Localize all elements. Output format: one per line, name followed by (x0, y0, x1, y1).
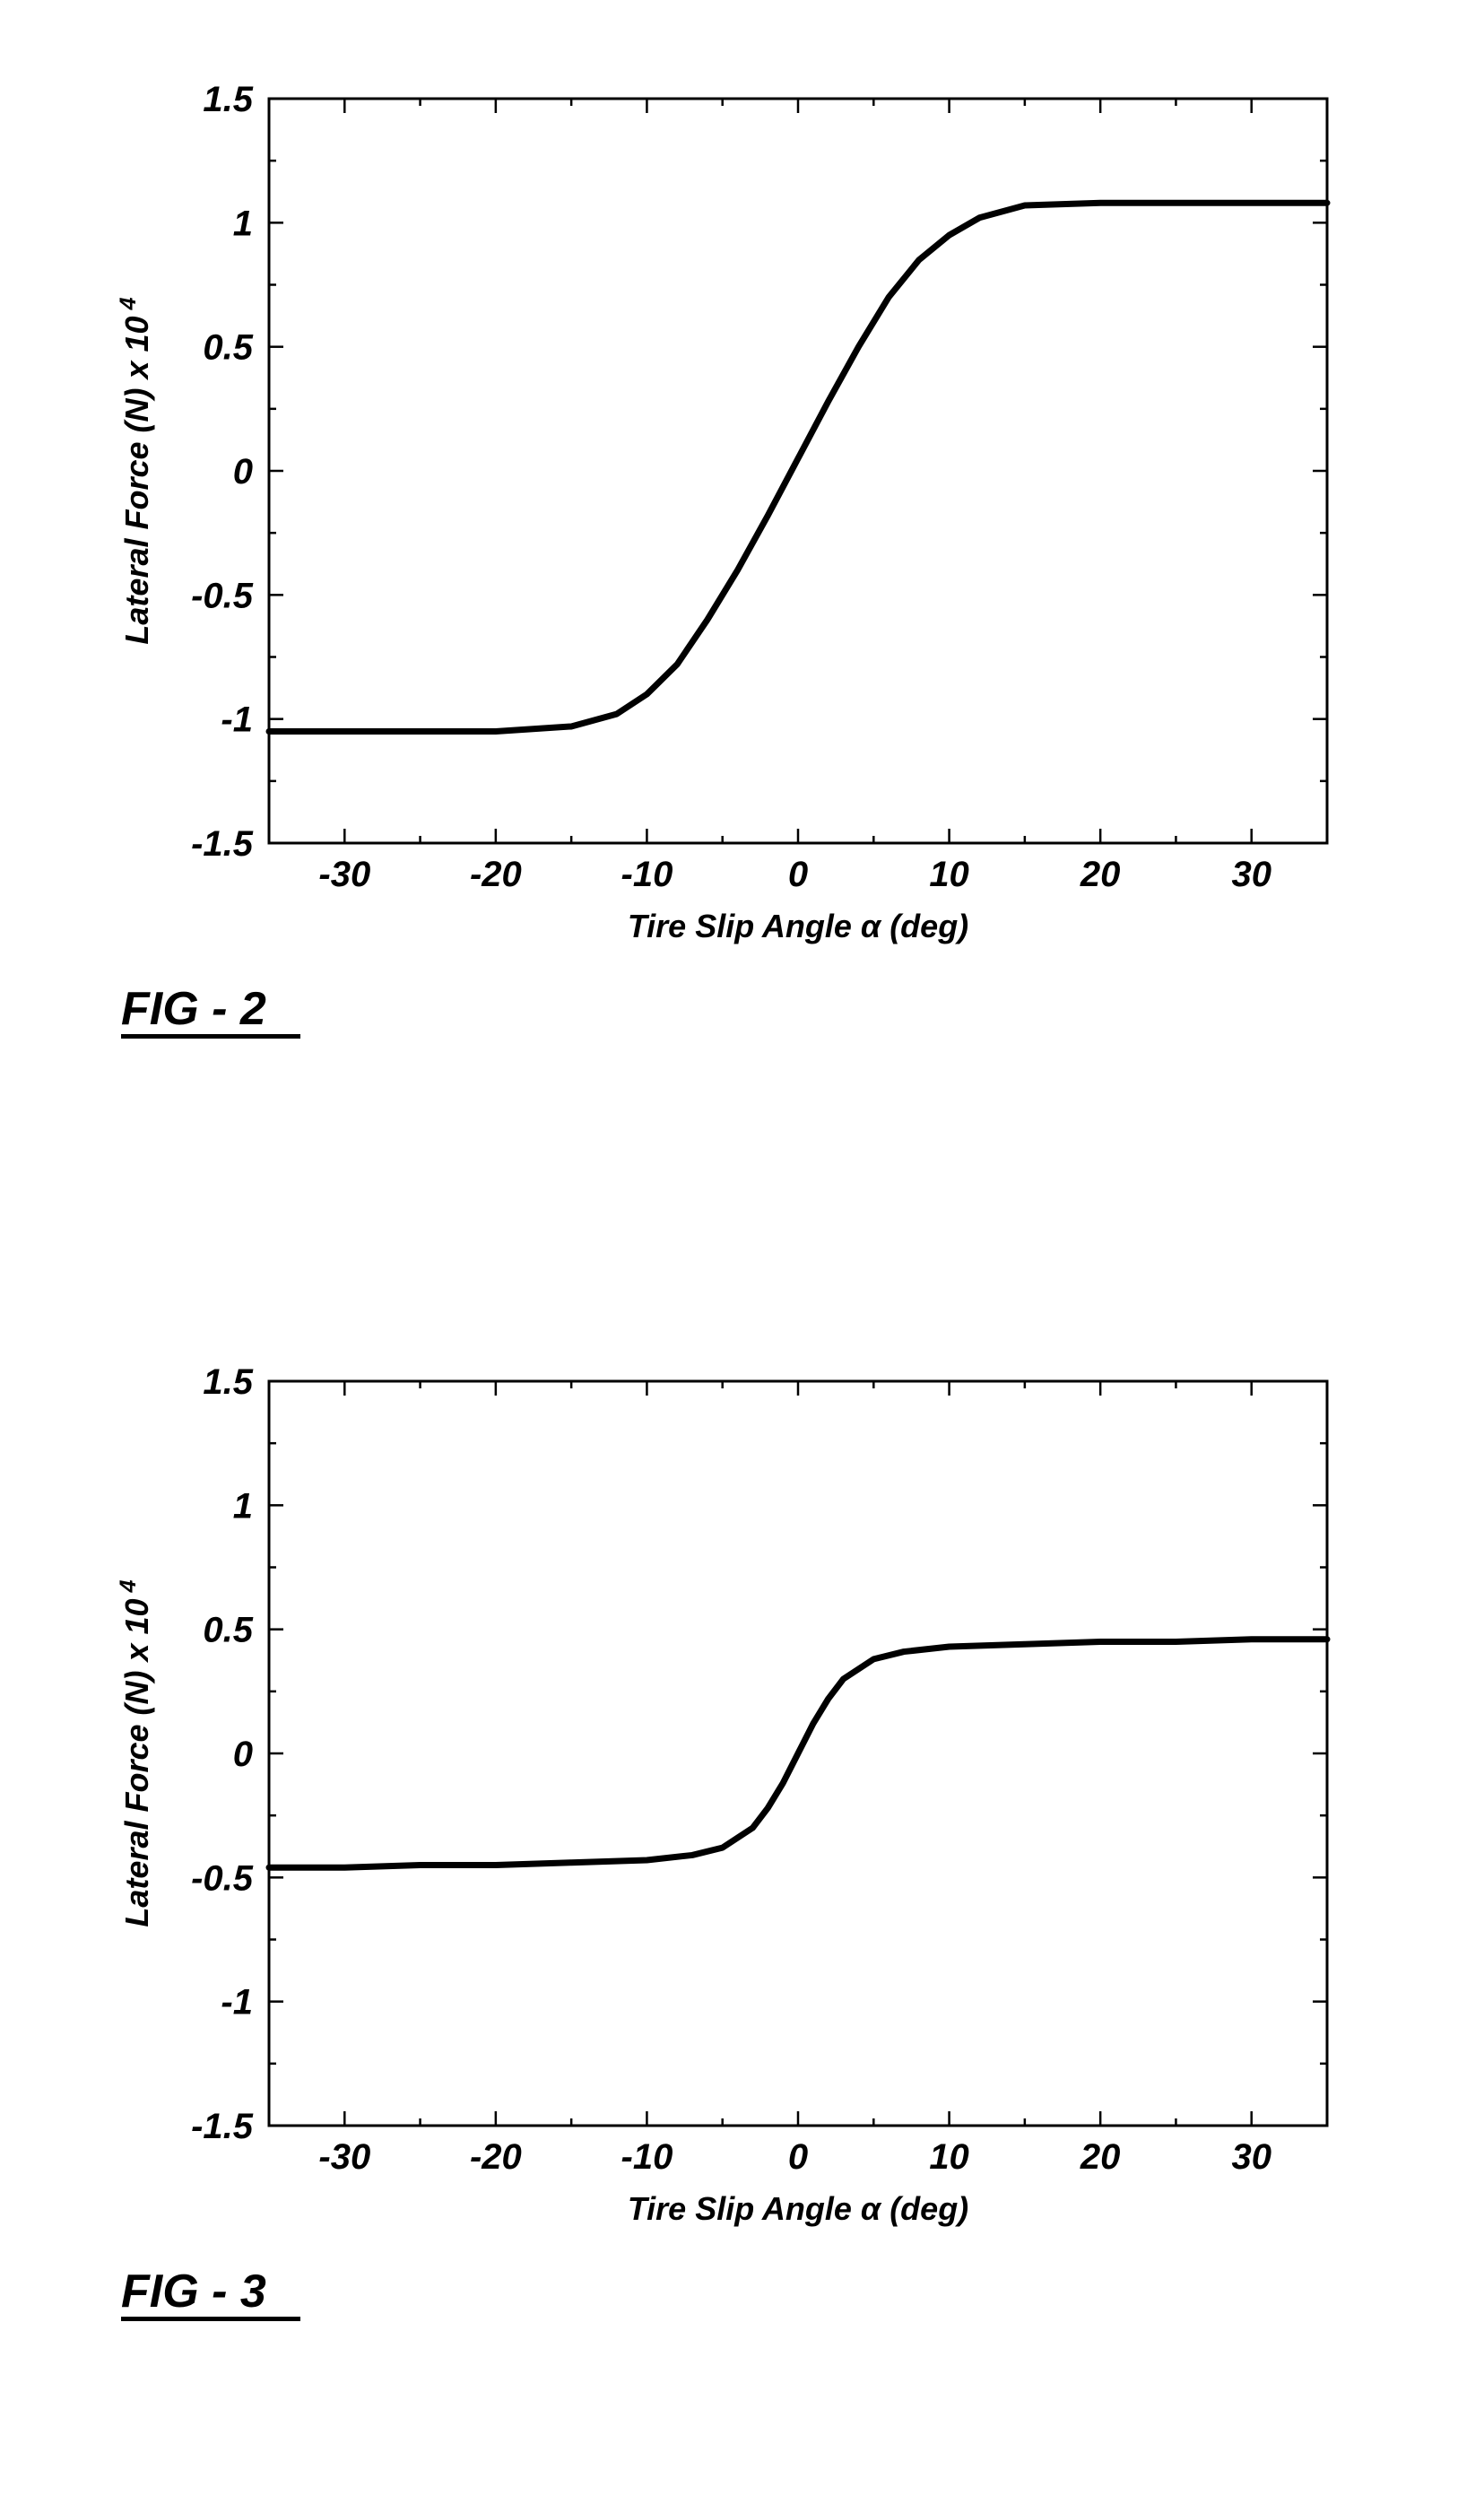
x-tick-label: -20 (470, 855, 522, 894)
y-tick-label: 0 (233, 452, 253, 491)
x-tick-label: 10 (929, 855, 969, 894)
fig3-label: FIG - 3 (121, 2265, 266, 2318)
x-tick-label: 30 (1231, 855, 1271, 894)
y-axis-label: Lateral Force (N) x 10 4 (116, 1579, 155, 1927)
fig2-label-text: FIG - 2 (121, 983, 266, 1035)
x-tick-label: -20 (470, 2137, 522, 2177)
y-tick-label: -1 (221, 700, 253, 740)
y-tick-label: 1.5 (203, 1363, 253, 1402)
y-tick-label: -1.5 (191, 824, 254, 864)
y-tick-label: -0.5 (191, 1858, 254, 1898)
y-tick-label: 0.5 (203, 328, 253, 368)
fig3-label-text: FIG - 3 (121, 2266, 266, 2318)
x-tick-label: -10 (621, 855, 673, 894)
fig2-label-underline (121, 1034, 300, 1039)
y-axis-label-sup: 4 (116, 1579, 141, 1598)
y-tick-label: -0.5 (191, 576, 254, 615)
y-tick-label: 1 (233, 204, 253, 243)
y-axis-label-group: Lateral Force (N) x 10 4 (116, 1579, 155, 1927)
y-axis-label-group: Lateral Force (N) x 10 4 (116, 297, 155, 644)
y-tick-label: 1.5 (203, 81, 253, 119)
x-tick-label: 10 (929, 2137, 969, 2177)
y-tick-label: 0 (233, 1735, 253, 1774)
fig2-chart: -30 -20 -10 0 10 20 30 -1.5 -1 -0.5 0 0.5 1 1.5 Tire S… (108, 81, 1345, 969)
x-axis-label: Tire Slip Angle α (deg) (628, 2190, 968, 2227)
x-tick-label: -30 (318, 855, 370, 894)
y-tick-label: -1.5 (191, 2107, 254, 2146)
x-tick-label: 20 (1080, 855, 1121, 894)
y-tick-label: 0.5 (203, 1611, 253, 1650)
y-tick-label: -1 (221, 1983, 253, 2022)
y-tick-label: 1 (233, 1486, 253, 1526)
y-axis-label-sup: 4 (116, 297, 141, 316)
x-tick-label: 0 (788, 2137, 808, 2177)
fig3-label-underline (121, 2317, 300, 2321)
x-tick-label: -30 (318, 2137, 370, 2177)
fig3-chart: -30 -20 -10 0 10 20 30 -1.5 -1 -0.5 0 0.5 1 1.5 Tire S… (108, 1363, 1345, 2251)
fig2-label: FIG - 2 (121, 982, 266, 1036)
y-axis-label: Lateral Force (N) x 10 4 (116, 297, 155, 644)
x-tick-label: 20 (1080, 2137, 1121, 2177)
x-axis-label: Tire Slip Angle α (deg) (628, 908, 968, 944)
x-tick-label: 30 (1231, 2137, 1271, 2177)
x-tick-label: -10 (621, 2137, 673, 2177)
x-tick-label: 0 (788, 855, 808, 894)
